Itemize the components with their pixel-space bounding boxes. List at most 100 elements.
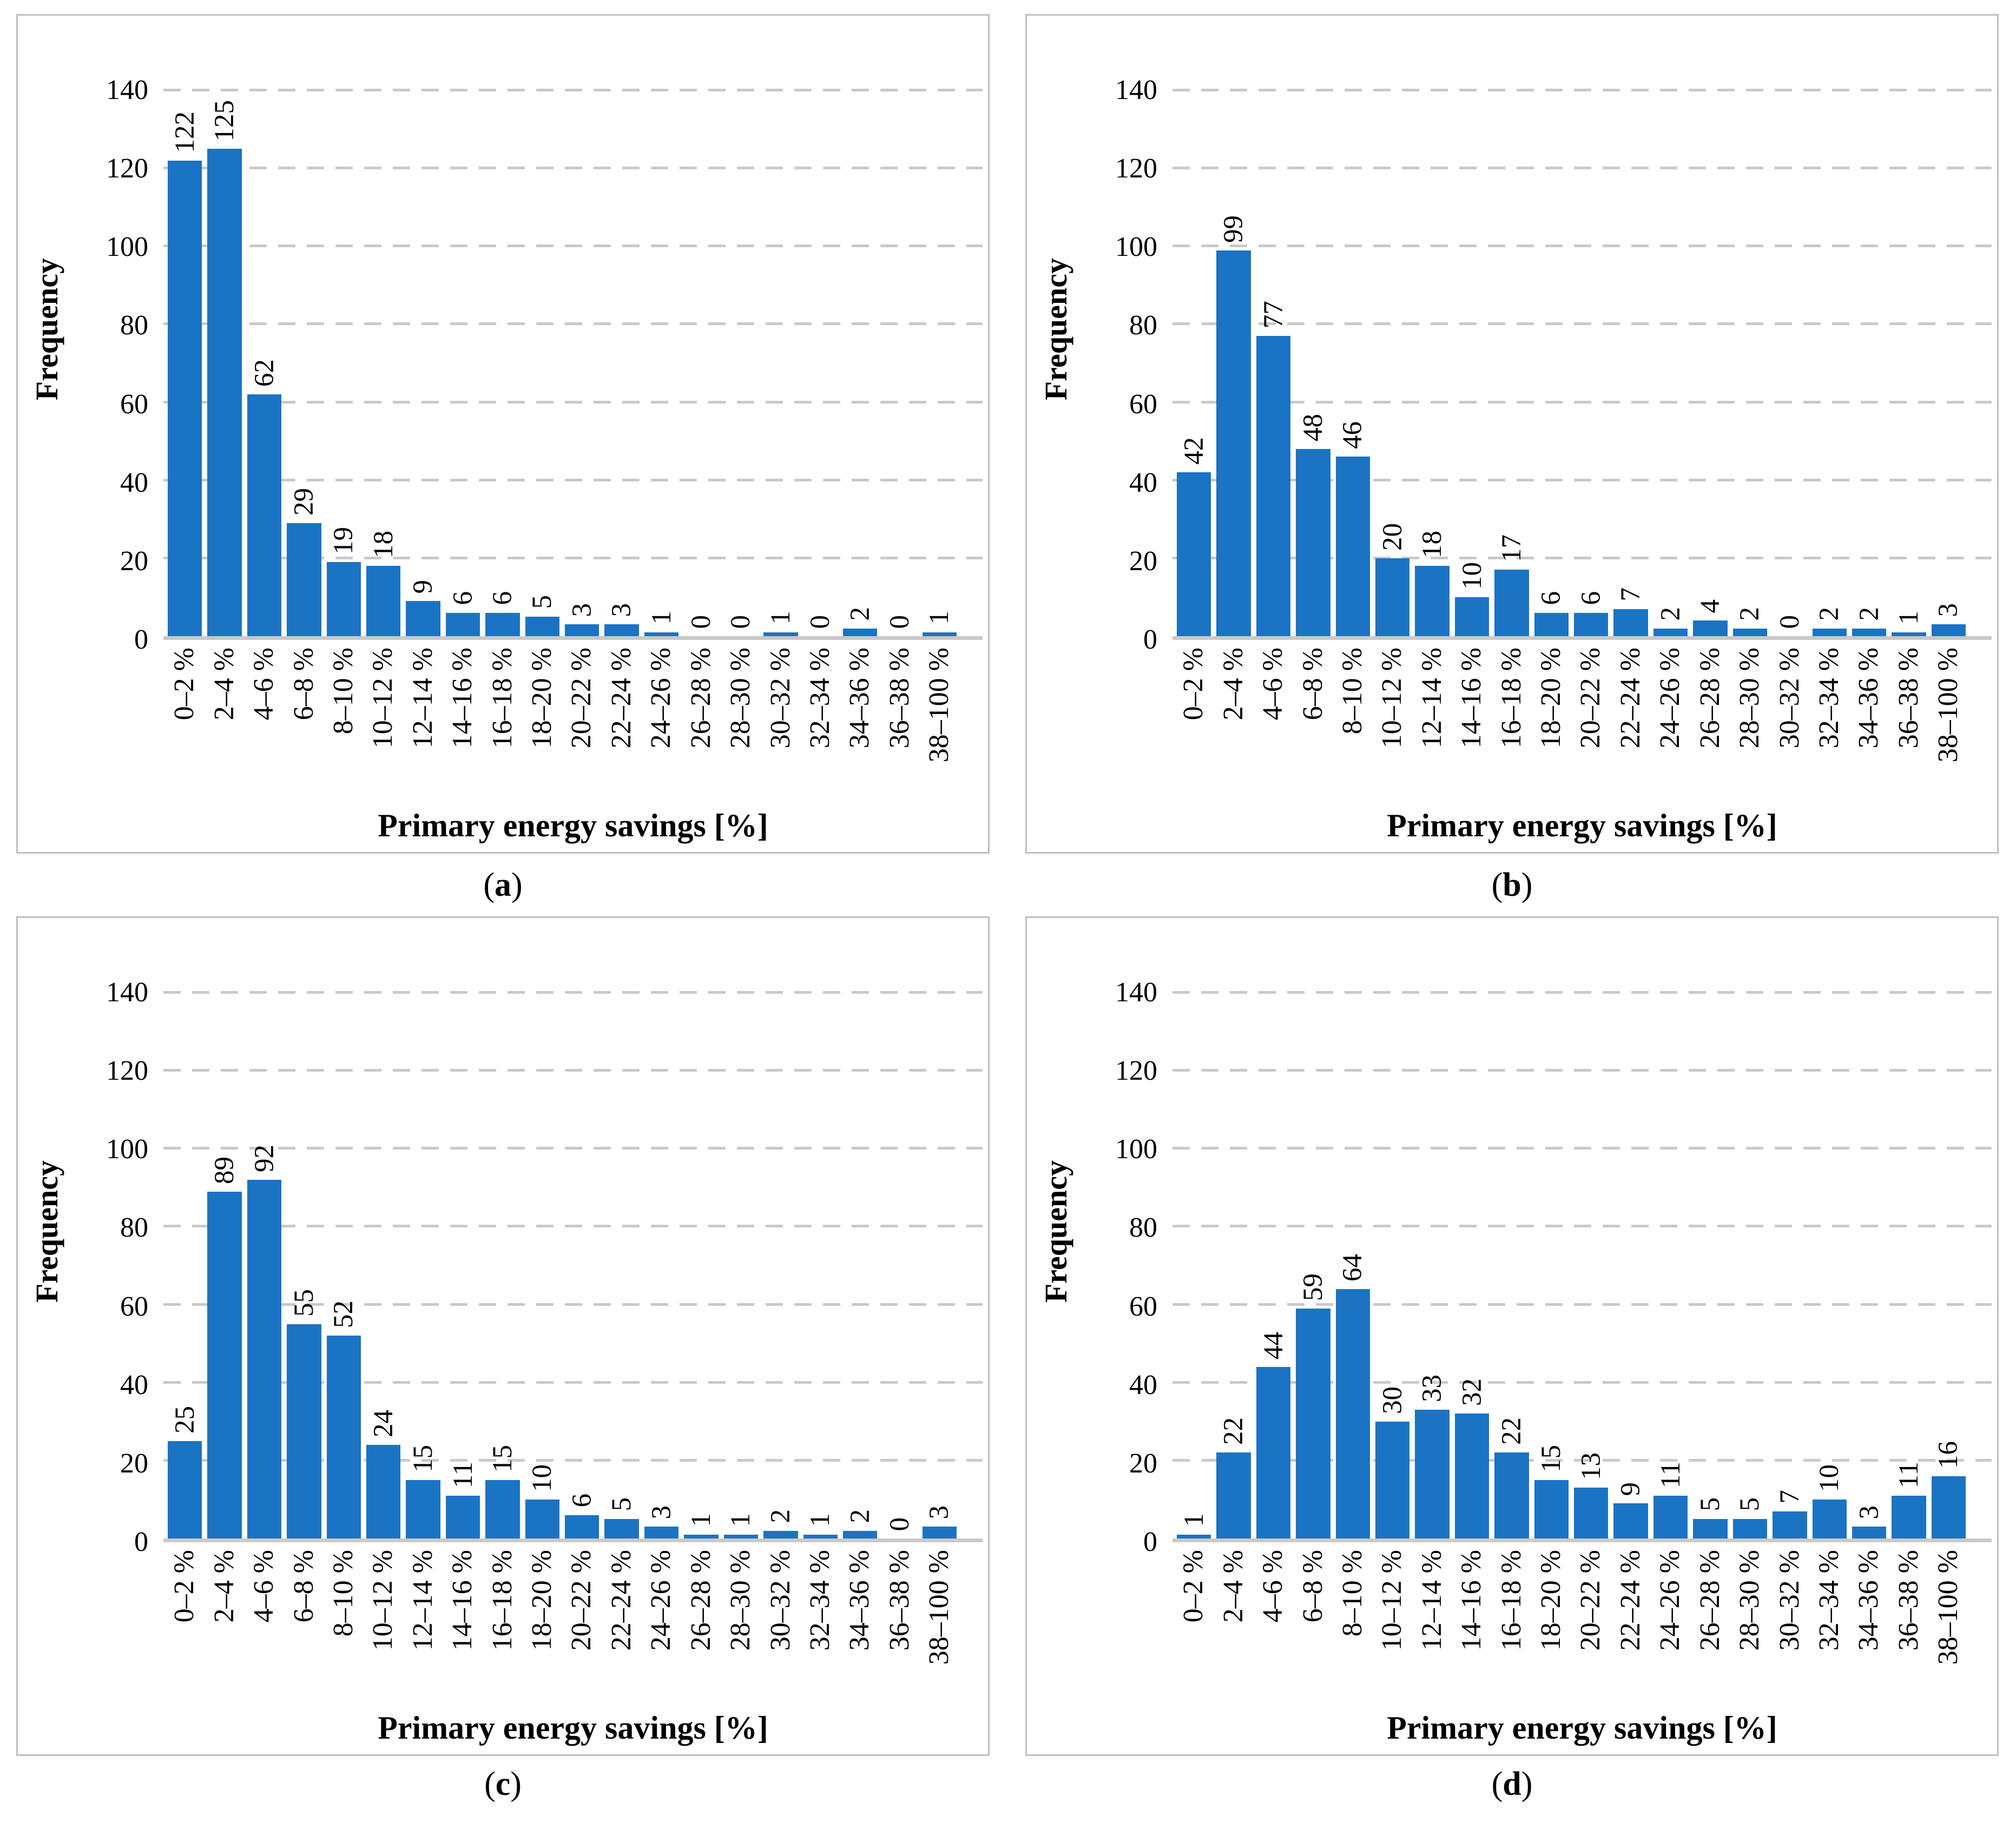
bar-value-label: 17 — [1496, 534, 1527, 563]
bar — [1296, 449, 1330, 636]
bar-column: 3 — [1931, 90, 1966, 636]
bar-column: 46 — [1335, 90, 1371, 636]
x-category-label: 22–24 % — [1613, 1550, 1648, 1698]
x-category-label: 14–16 % — [446, 1550, 480, 1698]
y-tick-label: 20 — [1129, 545, 1157, 577]
bar-value-label: 59 — [1297, 1273, 1328, 1301]
bar-value-label: 2 — [1814, 607, 1845, 621]
bar — [1216, 1452, 1251, 1538]
bar-column: 1 — [922, 90, 957, 636]
bar-value-label: 15 — [408, 1444, 439, 1472]
bar-value-label: 10 — [1457, 562, 1487, 590]
x-category-label-text: 6–8 % — [1297, 1550, 1328, 1623]
x-category-label-text: 32–34 % — [1813, 1550, 1844, 1651]
x-category-label: 28–30 % — [724, 648, 758, 796]
bar-column: 16 — [1931, 993, 1966, 1538]
bar-value-label: 4 — [1695, 599, 1725, 613]
bar-value-label: 3 — [646, 1505, 677, 1520]
bar — [1375, 1421, 1410, 1538]
x-category-label: 6–8 % — [1296, 648, 1330, 796]
caption-letter: c — [495, 1765, 511, 1802]
y-axis-title-container: Frequency — [21, 921, 73, 1542]
bar-value-label: 1 — [646, 611, 677, 625]
bar-column: 5 — [525, 90, 560, 636]
chart-panel-c: Frequency 0 20 40 60 80 100 120 140 25 89 92 55 52 2… — [16, 916, 990, 1756]
bar-value-label: 10 — [527, 1464, 558, 1492]
bars-row: 122 125 62 29 19 18 9 6 6 5 3 3 1 0 0 1 0 2 0 1 — [163, 90, 983, 636]
bar-value-label: 99 — [1218, 215, 1249, 243]
bar — [1494, 1452, 1529, 1538]
bar-value-label: 52 — [328, 1300, 359, 1329]
x-category-label: 8–10 % — [327, 648, 361, 796]
x-category-label: 32–34 % — [803, 648, 838, 796]
x-category-label: 32–34 % — [1813, 1550, 1847, 1698]
x-category-label: 0–2 % — [1177, 1550, 1211, 1698]
bar-column: 17 — [1494, 90, 1529, 636]
bar-column: 52 — [326, 993, 361, 1538]
bar — [1931, 1476, 1966, 1538]
x-category-label: 22–24 % — [604, 648, 638, 796]
bar-value-label: 48 — [1297, 414, 1328, 442]
bar-value-label: 1 — [726, 1513, 756, 1527]
x-category-label: 36–38 % — [882, 1550, 917, 1698]
y-tick-label: 140 — [1115, 75, 1157, 105]
caption-letter: d — [1503, 1765, 1521, 1802]
x-category-label-text: 4–6 % — [1257, 648, 1289, 721]
x-category-label-text: 30–32 % — [1774, 1550, 1805, 1651]
bar-value-label: 3 — [924, 1505, 955, 1520]
x-category-label-text: 38–100 % — [924, 1550, 955, 1665]
y-tick-label: 120 — [106, 1055, 148, 1087]
bar-value-label: 0 — [805, 615, 836, 629]
x-category-label-text: 12–14 % — [407, 1550, 438, 1651]
x-category-label: 24–26 % — [644, 648, 678, 796]
bar — [842, 1530, 878, 1538]
y-axis-ticks: 0 20 40 60 80 100 120 140 — [1082, 921, 1172, 1556]
bar-column: 15 — [1534, 993, 1569, 1538]
x-category-label: 34–36 % — [843, 648, 877, 796]
x-category-label-text: 12–14 % — [1416, 1550, 1447, 1651]
x-category-label: 20–22 % — [565, 1550, 599, 1698]
bar — [1177, 1534, 1211, 1538]
bar-column: 44 — [1256, 993, 1291, 1538]
y-tick-label: 20 — [1129, 1448, 1157, 1479]
bar-value-label: 11 — [1655, 1461, 1686, 1488]
bar — [366, 566, 401, 636]
bar-value-label: 1 — [1178, 1513, 1209, 1527]
bar-value-label: 20 — [1377, 523, 1408, 551]
bar-column: 122 — [168, 90, 202, 636]
x-category-label-text: 0–2 % — [169, 1550, 200, 1623]
bar — [1454, 597, 1490, 636]
x-category-label: 32–34 % — [1813, 648, 1847, 796]
x-category-label-text: 34–36 % — [1853, 648, 1885, 749]
x-category-label: 18–20 % — [1534, 648, 1569, 796]
bar — [1892, 1495, 1926, 1538]
plot-area-wrap: 25 89 92 55 52 24 15 11 15 10 6 5 3 1 1 2 1 2 0 3 — [163, 921, 983, 1542]
bar-value-label: 2 — [1854, 607, 1885, 621]
caption-letter: b — [1503, 866, 1521, 903]
bar-column: 3 — [644, 993, 679, 1538]
gridline-40 — [163, 478, 983, 481]
bar-column: 2 — [1732, 90, 1768, 636]
x-category-label-text: 36–38 % — [884, 1550, 915, 1651]
x-category-label: 34–36 % — [1852, 648, 1886, 796]
bar-value-label: 6 — [1536, 591, 1567, 605]
bar-value-label: 11 — [1893, 1461, 1924, 1488]
bar — [326, 562, 361, 636]
bar-column: 7 — [1773, 993, 1807, 1538]
bar-column: 1 — [684, 993, 719, 1538]
bar — [247, 394, 282, 636]
bar-value-label: 6 — [487, 591, 518, 605]
bar-column: 1 — [763, 90, 798, 636]
y-axis-title-container: Frequency — [1030, 19, 1082, 640]
bar-value-label: 2 — [845, 607, 875, 621]
x-category-label: 10–12 % — [1375, 648, 1409, 796]
y-tick-label: 120 — [1115, 1055, 1157, 1087]
bar-value-label: 18 — [368, 531, 399, 559]
bar-value-label: 1 — [1893, 611, 1924, 625]
gridline-80 — [163, 1225, 983, 1228]
bar-value-label: 33 — [1417, 1375, 1448, 1403]
y-tick-label: 80 — [120, 1212, 148, 1244]
bar — [207, 1191, 242, 1538]
bar-value-label: 30 — [1377, 1386, 1408, 1414]
